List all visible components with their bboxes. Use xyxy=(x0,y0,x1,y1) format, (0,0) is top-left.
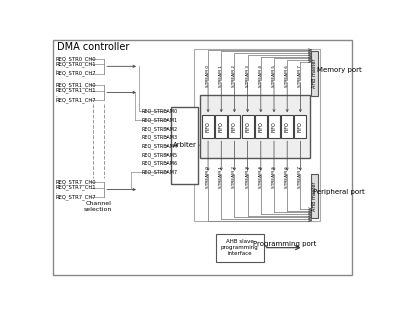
Bar xyxy=(311,174,318,218)
Text: STREAM 0: STREAM 0 xyxy=(206,66,210,87)
Text: STREAM 2: STREAM 2 xyxy=(232,166,237,188)
Text: FIFO: FIFO xyxy=(205,121,211,132)
Text: REQ_STR7_CH0: REQ_STR7_CH0 xyxy=(56,179,96,185)
Text: REQ_STR1_CH7: REQ_STR1_CH7 xyxy=(56,97,96,103)
Bar xyxy=(281,115,293,138)
Bar xyxy=(311,51,318,96)
Text: REQ_STREAM5: REQ_STREAM5 xyxy=(142,152,178,158)
Text: .: . xyxy=(56,93,57,98)
Text: .: . xyxy=(56,66,57,71)
Text: FIFO: FIFO xyxy=(285,121,290,132)
Text: FIFO: FIFO xyxy=(219,121,224,132)
Bar xyxy=(294,115,307,138)
Text: STREAM 1: STREAM 1 xyxy=(219,66,223,87)
Text: STREAM 4: STREAM 4 xyxy=(259,66,263,87)
Text: STREAM 5: STREAM 5 xyxy=(272,66,276,87)
Text: STREAM 2: STREAM 2 xyxy=(232,66,237,87)
Text: Channel
selection: Channel selection xyxy=(84,202,112,212)
Text: FIFO: FIFO xyxy=(271,121,276,132)
Bar xyxy=(242,115,254,138)
Text: REQ_STR1_CH1: REQ_STR1_CH1 xyxy=(56,88,96,93)
Bar xyxy=(228,115,241,138)
Text: REQ_STR0_CH1: REQ_STR0_CH1 xyxy=(56,61,96,67)
Text: REQ_STR1_CH0: REQ_STR1_CH0 xyxy=(56,82,96,88)
Text: FIFO: FIFO xyxy=(245,121,250,132)
Text: DMA controller: DMA controller xyxy=(56,42,129,52)
Text: STREAM 5: STREAM 5 xyxy=(272,166,276,188)
Text: STREAM 0: STREAM 0 xyxy=(206,166,210,188)
Text: STREAM 4: STREAM 4 xyxy=(259,166,263,188)
Text: AHB slave
programming
interface: AHB slave programming interface xyxy=(221,239,259,256)
Text: STREAM 1: STREAM 1 xyxy=(219,166,223,188)
Text: REQ_STREAM3: REQ_STREAM3 xyxy=(142,134,178,140)
Text: FIFO: FIFO xyxy=(298,121,303,132)
Text: REQ_STR0_CH7: REQ_STR0_CH7 xyxy=(56,71,96,76)
Bar xyxy=(202,115,214,138)
Text: REQ_STREAM4: REQ_STREAM4 xyxy=(142,143,178,149)
Text: STREAM 3: STREAM 3 xyxy=(246,66,250,87)
Bar xyxy=(200,95,310,158)
Bar xyxy=(171,107,198,184)
Text: Peripheral port: Peripheral port xyxy=(313,189,365,195)
Text: FIFO: FIFO xyxy=(232,121,237,132)
Bar xyxy=(216,234,263,261)
Text: REQ_STR7_CH7: REQ_STR7_CH7 xyxy=(56,194,96,200)
Bar xyxy=(215,115,227,138)
Text: FIFO: FIFO xyxy=(258,121,263,132)
Text: STREAM 6: STREAM 6 xyxy=(285,66,289,87)
Text: STREAM 7: STREAM 7 xyxy=(298,66,302,87)
Text: REQ_STREAM0: REQ_STREAM0 xyxy=(142,109,178,114)
Text: REQ_STREAM7: REQ_STREAM7 xyxy=(142,169,178,175)
Text: Programming port: Programming port xyxy=(253,241,316,247)
Text: REQ_STR7_CH1: REQ_STR7_CH1 xyxy=(56,185,96,190)
Text: STREAM 6: STREAM 6 xyxy=(285,166,289,188)
Bar xyxy=(255,115,267,138)
Text: AHB master: AHB master xyxy=(312,59,317,88)
Text: Arbiter: Arbiter xyxy=(173,142,197,148)
Text: STREAM 3: STREAM 3 xyxy=(246,166,250,188)
Text: .: . xyxy=(56,190,57,195)
Text: STREAM 7: STREAM 7 xyxy=(298,166,302,188)
Text: REQ_STREAM2: REQ_STREAM2 xyxy=(142,126,178,132)
Bar xyxy=(268,115,280,138)
Text: REQ_STREAM1: REQ_STREAM1 xyxy=(142,117,178,123)
Text: AHB master: AHB master xyxy=(312,181,317,211)
Text: REQ_STREAM6: REQ_STREAM6 xyxy=(142,160,178,166)
Text: Memory port: Memory port xyxy=(317,67,361,73)
Bar xyxy=(194,49,320,222)
Text: REQ_STR0_CH0: REQ_STR0_CH0 xyxy=(56,56,96,62)
